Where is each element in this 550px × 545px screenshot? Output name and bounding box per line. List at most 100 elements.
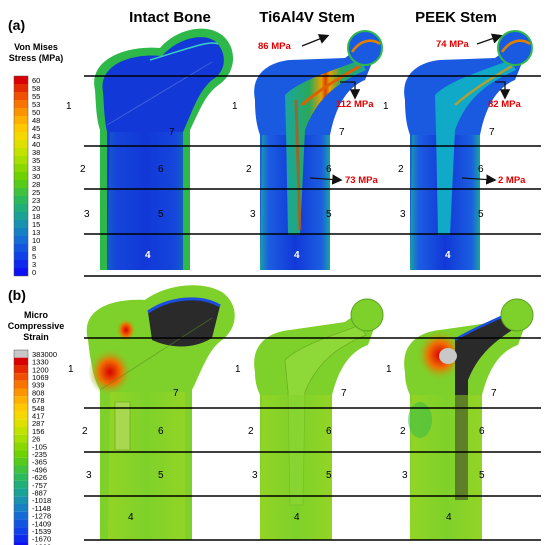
legend-b-tick-label: -1409	[32, 519, 51, 528]
legend-b-tick-label: 26	[32, 435, 40, 444]
region-label: 3	[252, 470, 258, 481]
legend-b-tick-label: 1200	[32, 365, 49, 374]
legend-b-tick-label: 1330	[32, 358, 49, 367]
region-label: 3	[402, 470, 408, 481]
region-label: 3	[250, 209, 256, 220]
legend-a-tick-label: 0	[32, 268, 36, 277]
legend-a-swatch	[14, 116, 28, 124]
region-label: 5	[478, 209, 484, 220]
column-title-peek: PEEK Stem	[415, 9, 497, 26]
legend-a-swatch	[14, 268, 28, 276]
region-label: 2	[400, 426, 406, 437]
legend-a-tick-label: 13	[32, 228, 40, 237]
panel-label-b: (b)	[8, 287, 26, 303]
region-label: 3	[84, 209, 90, 220]
legend-a-swatch	[14, 252, 28, 260]
region-label: 7	[169, 127, 175, 138]
legend-a-swatch	[14, 76, 28, 84]
legend-b-tick-label: 939	[32, 381, 45, 390]
legend-a-tick-label: 60	[32, 76, 40, 85]
legend-a-tick-label: 35	[32, 156, 40, 165]
region-label: 5	[326, 470, 332, 481]
legend-b-tick-label: -235	[32, 450, 47, 459]
region-label: 6	[158, 164, 164, 175]
region-label: 2	[82, 426, 88, 437]
region-numbers-a: 1 2 3 4 5 6 7 1 2 3 4 5 6 7 1 2 3 4 5 6 …	[66, 101, 495, 261]
legend-b-swatch	[14, 511, 28, 520]
legend-a-swatch	[14, 204, 28, 212]
legend-b-swatch	[14, 450, 28, 458]
legend-b-swatch	[14, 534, 28, 543]
region-label: 7	[491, 388, 497, 399]
region-label: 2	[398, 164, 404, 175]
legend-b-swatch	[14, 519, 28, 528]
legend-b-swatch	[14, 419, 28, 427]
legend-b-swatch	[14, 388, 28, 397]
legend-b-swatch	[14, 350, 28, 358]
region-label: 2	[80, 164, 86, 175]
legend-b-swatch	[14, 488, 28, 497]
legend-b-swatch	[14, 365, 28, 374]
legend-a-swatch	[14, 220, 28, 228]
legend-a-tick-label: 50	[32, 108, 40, 117]
legend-b-tick-label: 808	[32, 388, 45, 397]
intact-bone-strain-model	[86, 285, 235, 540]
legend-b-tick-label: -1670	[32, 535, 51, 544]
legend-a-swatch	[14, 132, 28, 140]
legend-b-tick-label: 548	[32, 404, 45, 413]
region-label: 1	[232, 101, 238, 112]
region-label: 1	[66, 101, 72, 112]
legend-a-tick-label: 18	[32, 212, 40, 221]
legend-a-swatch	[14, 188, 28, 196]
legend-a-tick-label: 10	[32, 236, 40, 245]
legend-a-tick-label: 55	[32, 92, 40, 101]
legend-a-swatch	[14, 100, 28, 108]
legend-a-swatch	[14, 180, 28, 188]
legend-a-swatch	[14, 140, 28, 148]
legend-b-tick-label: -1539	[32, 527, 51, 536]
legend-b-tick-label: 678	[32, 396, 45, 405]
legend-a-swatch	[14, 212, 28, 220]
region-label: 6	[326, 164, 332, 175]
legend-b-swatch	[14, 542, 28, 545]
legend-a-swatch	[14, 196, 28, 204]
legend-b-tick-label: 287	[32, 419, 45, 428]
region-label: 1	[235, 364, 241, 375]
legend-a-swatch	[14, 260, 28, 268]
legend-b-tick-label: 383000	[32, 350, 57, 359]
region-label: 4	[128, 512, 134, 523]
legend-b-colorbar: 3830001330120010699398086785484172871562…	[13, 349, 57, 545]
legend-b-tick-label: -757	[32, 481, 47, 490]
region-label: 3	[86, 470, 92, 481]
legend-b-tick-label: -887	[32, 488, 47, 497]
legend-b-tick-label: -105	[32, 442, 47, 451]
legend-b-swatch	[14, 465, 28, 474]
legend-a-swatch	[14, 228, 28, 236]
legend-a-swatch	[14, 156, 28, 164]
legend-b-tick-label: -496	[32, 465, 47, 474]
region-label: 1	[386, 364, 392, 375]
region-label: 6	[478, 164, 484, 175]
legend-b-tick-label: -1278	[32, 512, 51, 521]
legend-a-colorbar: 6058555350484543403835333028252320181513…	[13, 75, 40, 277]
legend-a-tick-label: 40	[32, 140, 40, 149]
legend-b-swatch	[14, 480, 28, 489]
region-label: 7	[339, 127, 345, 138]
legend-b-swatch	[14, 380, 28, 389]
legend-a-tick-label: 28	[32, 180, 40, 189]
legend-a-tick-label: 8	[32, 244, 36, 253]
region-label: 4	[145, 250, 151, 261]
legend-a-swatch	[14, 84, 28, 92]
legend-b-title-line2: Compressive	[8, 321, 65, 331]
annotation-peek-neck: 74 MPa	[436, 39, 469, 50]
region-label: 7	[489, 127, 495, 138]
legend-a-tick-label: 25	[32, 188, 40, 197]
legend-a-tick-label: 3	[32, 260, 36, 269]
section-lines-b	[84, 337, 541, 541]
legend-b-swatch	[14, 442, 28, 451]
legend-a-tick-label: 45	[32, 124, 40, 133]
legend-b-swatch	[14, 473, 28, 481]
legend-b-tick-label: -1018	[32, 496, 51, 505]
legend-a-tick-label: 5	[32, 252, 36, 261]
